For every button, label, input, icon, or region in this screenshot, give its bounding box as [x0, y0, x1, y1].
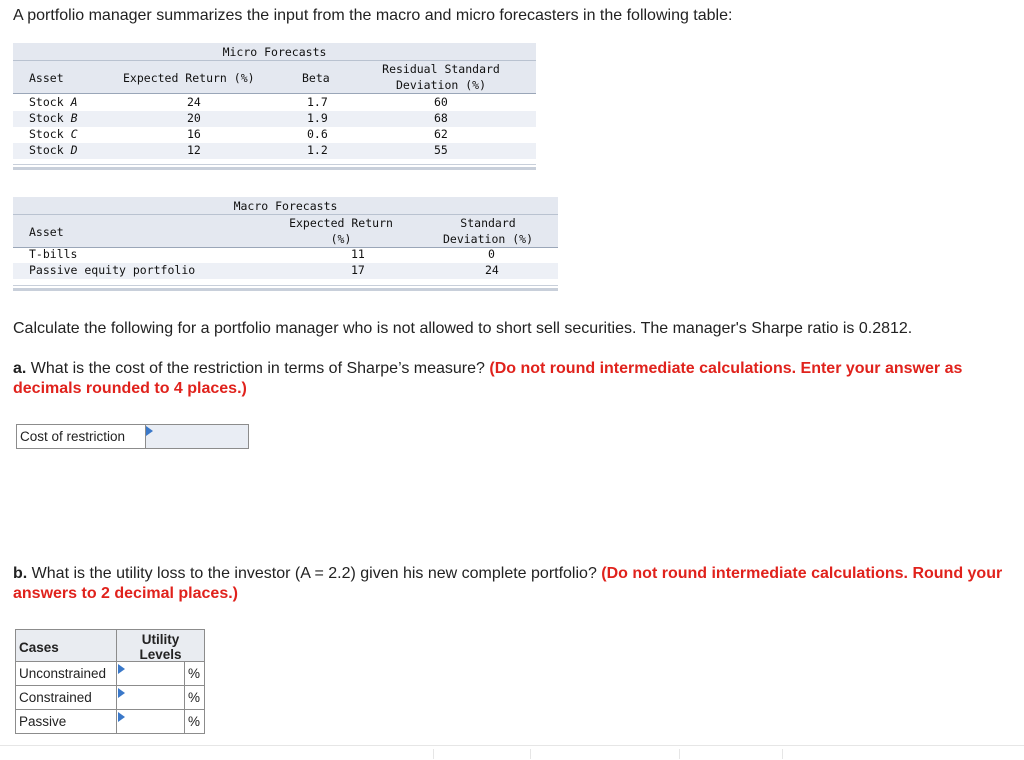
micro-row-asset: Stock D — [29, 143, 78, 157]
utility-passive-cell: % — [116, 709, 205, 734]
part-b-label: b. — [13, 565, 28, 582]
footer-tick — [782, 749, 783, 759]
percent-unit: % — [188, 690, 201, 705]
micro-row-er: 24 — [187, 95, 201, 109]
footer-tick — [433, 749, 434, 759]
percent-unit: % — [188, 666, 201, 681]
micro-header-resid-2: Deviation (%) — [395, 78, 486, 92]
micro-row-asset: Stock B — [29, 111, 78, 125]
footer-tick — [530, 749, 531, 759]
utility-header-levels-2: Levels — [139, 647, 182, 662]
instruction-text: Calculate the following for a portfolio … — [13, 320, 913, 337]
macro-forecasts-table: Macro Forecasts Asset Expected Return (%… — [13, 197, 558, 293]
utility-header-cases-cell: Cases — [15, 629, 117, 662]
part-b-text: What is the utility loss to the investor… — [31, 565, 597, 582]
micro-header-asset: Asset — [29, 71, 64, 85]
micro-row-sd: 55 — [434, 143, 448, 157]
case-unconstrained-cell: Unconstrained — [15, 661, 117, 686]
micro-header-beta: Beta — [302, 71, 330, 85]
percent-unit: % — [188, 714, 201, 729]
case-unconstrained-label: Unconstrained — [19, 666, 107, 681]
macro-row-er: 17 — [351, 263, 365, 277]
macro-row-asset: Passive equity portfolio — [29, 263, 196, 277]
cost-of-restriction-input[interactable] — [145, 424, 249, 449]
micro-row-er: 16 — [187, 127, 201, 141]
micro-row-er: 12 — [187, 143, 201, 157]
part-b-note: (Do not round intermediate calculations.… — [13, 565, 1003, 602]
input-flag-icon — [118, 664, 125, 674]
macro-row-sd: 24 — [485, 263, 499, 277]
footer-tick — [679, 749, 680, 759]
micro-forecasts-table: Micro Forecasts Asset Expected Return (%… — [13, 43, 536, 171]
intro-text: A portfolio manager summarizes the input… — [13, 7, 733, 24]
utility-unconstrained-cell: % — [116, 661, 205, 686]
macro-header-sd-2: Deviation (%) — [442, 232, 533, 246]
micro-row-beta: 1.9 — [307, 111, 328, 125]
part-a-label: a. — [13, 360, 27, 377]
input-flag-icon — [118, 688, 125, 698]
macro-header-er-1: Expected Return — [289, 216, 393, 230]
utility-header-levels-cell: Utility Levels — [116, 629, 205, 662]
micro-title: Micro Forecasts — [222, 45, 327, 59]
macro-row-asset: T-bills — [29, 247, 78, 261]
micro-row-sd: 68 — [434, 111, 448, 125]
utility-constrained-input[interactable] — [117, 686, 183, 709]
macro-header-asset: Asset — [29, 225, 64, 239]
macro-row-er: 11 — [351, 247, 365, 261]
micro-row-beta: 1.2 — [307, 143, 328, 157]
utility-unconstrained-input[interactable] — [117, 662, 183, 685]
micro-header-resid-1: Residual Standard — [382, 62, 500, 76]
footer-divider — [0, 745, 1024, 746]
part-a-question: a. What is the cost of the restriction i… — [13, 359, 1013, 399]
micro-row-sd: 60 — [434, 95, 448, 109]
micro-row-beta: 1.7 — [307, 95, 328, 109]
micro-header-expected-return: Expected Return (%) — [123, 71, 255, 85]
case-passive-label: Passive — [19, 714, 67, 729]
cost-of-restriction-label: Cost of restriction — [20, 429, 126, 444]
part-a-note: (Do not round intermediate calculations.… — [13, 360, 963, 397]
utility-table: Cases Utility Levels Unconstrained % Con… — [15, 629, 205, 738]
macro-header-sd-1: Standard — [460, 216, 516, 230]
utility-header-levels-1: Utility — [141, 632, 180, 647]
micro-row-er: 20 — [187, 111, 201, 125]
case-constrained-label: Constrained — [19, 690, 92, 705]
utility-passive-input[interactable] — [117, 710, 183, 733]
macro-title: Macro Forecasts — [233, 199, 338, 213]
micro-row-asset: Stock A — [29, 95, 78, 109]
case-constrained-cell: Constrained — [15, 685, 117, 710]
macro-row-sd: 0 — [488, 247, 495, 261]
micro-row-asset: Stock C — [29, 127, 78, 141]
part-a-text: What is the cost of the restriction in t… — [30, 360, 485, 377]
micro-row-beta: 0.6 — [307, 127, 328, 141]
utility-header-cases: Cases — [19, 640, 59, 655]
input-flag-icon — [146, 426, 153, 436]
cost-of-restriction-row: Cost of restriction — [16, 424, 249, 449]
cost-of-restriction-label-cell: Cost of restriction — [16, 424, 146, 449]
part-b-question: b. What is the utility loss to the inves… — [13, 564, 1013, 604]
utility-constrained-cell: % — [116, 685, 205, 710]
case-passive-cell: Passive — [15, 709, 117, 734]
micro-row-sd: 62 — [434, 127, 448, 141]
input-flag-icon — [118, 712, 125, 722]
macro-header-er-2: (%) — [330, 232, 352, 246]
